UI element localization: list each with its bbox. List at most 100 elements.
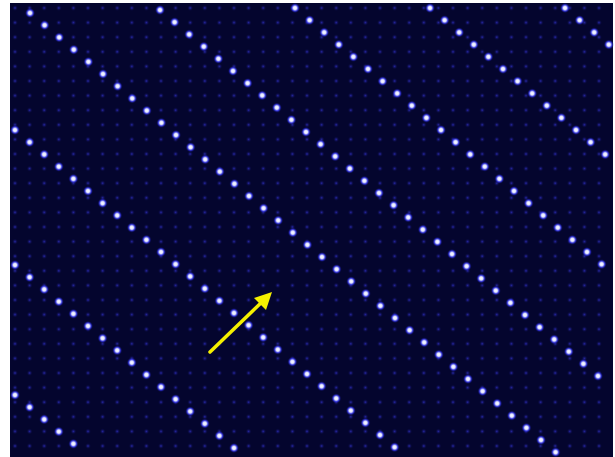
faint-dot (465, 20, 471, 26)
faint-dot (406, 414, 412, 420)
faint-dot (260, 370, 266, 376)
faint-dot (275, 195, 281, 201)
faint-dot (494, 355, 500, 361)
faint-dot (275, 385, 281, 391)
faint-dot (114, 136, 120, 142)
faint-dot (85, 253, 91, 259)
faint-dot (231, 341, 237, 347)
faint-dot (581, 209, 587, 215)
bright-dot (505, 298, 515, 308)
faint-dot (362, 385, 368, 391)
faint-dot (362, 239, 368, 245)
faint-dot (552, 20, 558, 26)
faint-dot (508, 20, 514, 26)
faint-dot (246, 239, 252, 245)
faint-dot (377, 166, 383, 172)
faint-dot (450, 297, 456, 303)
faint-dot (523, 78, 529, 84)
faint-dot (275, 34, 281, 40)
faint-dot (348, 253, 354, 259)
faint-dot (362, 5, 368, 11)
faint-dot (56, 268, 62, 274)
faint-dot (56, 312, 62, 318)
faint-dot (304, 399, 310, 405)
faint-dot (202, 355, 208, 361)
faint-dot (231, 20, 237, 26)
faint-dot (479, 370, 485, 376)
faint-dot (216, 180, 222, 186)
faint-dot (596, 78, 602, 84)
faint-dot (260, 268, 266, 274)
faint-dot (538, 5, 544, 11)
faint-dot (538, 180, 544, 186)
faint-dot (41, 78, 47, 84)
faint-dot (304, 93, 310, 99)
faint-dot (465, 253, 471, 259)
faint-dot (581, 341, 587, 347)
faint-dot (406, 93, 412, 99)
faint-dot (260, 253, 266, 259)
faint-dot (406, 312, 412, 318)
faint-dot (581, 399, 587, 405)
faint-dot (173, 49, 179, 55)
faint-dot (260, 399, 266, 405)
faint-dot (187, 166, 193, 172)
faint-dot (304, 195, 310, 201)
faint-dot (348, 385, 354, 391)
faint-dot (143, 312, 149, 318)
faint-dot (158, 151, 164, 157)
faint-dot (304, 209, 310, 215)
faint-dot (41, 312, 47, 318)
faint-dot (377, 63, 383, 69)
faint-dot (348, 20, 354, 26)
faint-dot (421, 297, 427, 303)
faint-dot (173, 239, 179, 245)
faint-dot (246, 443, 252, 449)
bright-dot (348, 52, 358, 62)
faint-dot (27, 122, 33, 128)
faint-dot (596, 414, 602, 420)
faint-dot (27, 107, 33, 113)
faint-dot (158, 312, 164, 318)
bright-dot (319, 27, 329, 37)
faint-dot (421, 268, 427, 274)
faint-dot (27, 253, 33, 259)
faint-dot (114, 151, 120, 157)
faint-dot (581, 180, 587, 186)
faint-dot (567, 385, 573, 391)
faint-dot (581, 5, 587, 11)
faint-dot (56, 107, 62, 113)
faint-dot (450, 414, 456, 420)
faint-dot (187, 399, 193, 405)
faint-dot (12, 63, 18, 69)
faint-dot (508, 326, 514, 332)
faint-dot (187, 443, 193, 449)
faint-dot (319, 209, 325, 215)
faint-dot (450, 63, 456, 69)
faint-dot (202, 428, 208, 434)
faint-dot (421, 20, 427, 26)
faint-dot (158, 166, 164, 172)
faint-dot (552, 136, 558, 142)
faint-dot (494, 443, 500, 449)
faint-dot (187, 341, 193, 347)
faint-dot (41, 224, 47, 230)
faint-dot (114, 385, 120, 391)
faint-dot (508, 5, 514, 11)
faint-dot (406, 355, 412, 361)
faint-dot (596, 107, 602, 113)
faint-dot (479, 297, 485, 303)
faint-dot (304, 443, 310, 449)
faint-dot (70, 282, 76, 288)
faint-dot (70, 428, 76, 434)
faint-dot (581, 282, 587, 288)
faint-dot (465, 136, 471, 142)
faint-dot (202, 209, 208, 215)
bright-dot (375, 301, 385, 311)
bright-dot (418, 225, 428, 235)
bright-dot (185, 406, 195, 416)
faint-dot (158, 136, 164, 142)
faint-dot (100, 224, 106, 230)
faint-dot (70, 239, 76, 245)
faint-dot (260, 20, 266, 26)
